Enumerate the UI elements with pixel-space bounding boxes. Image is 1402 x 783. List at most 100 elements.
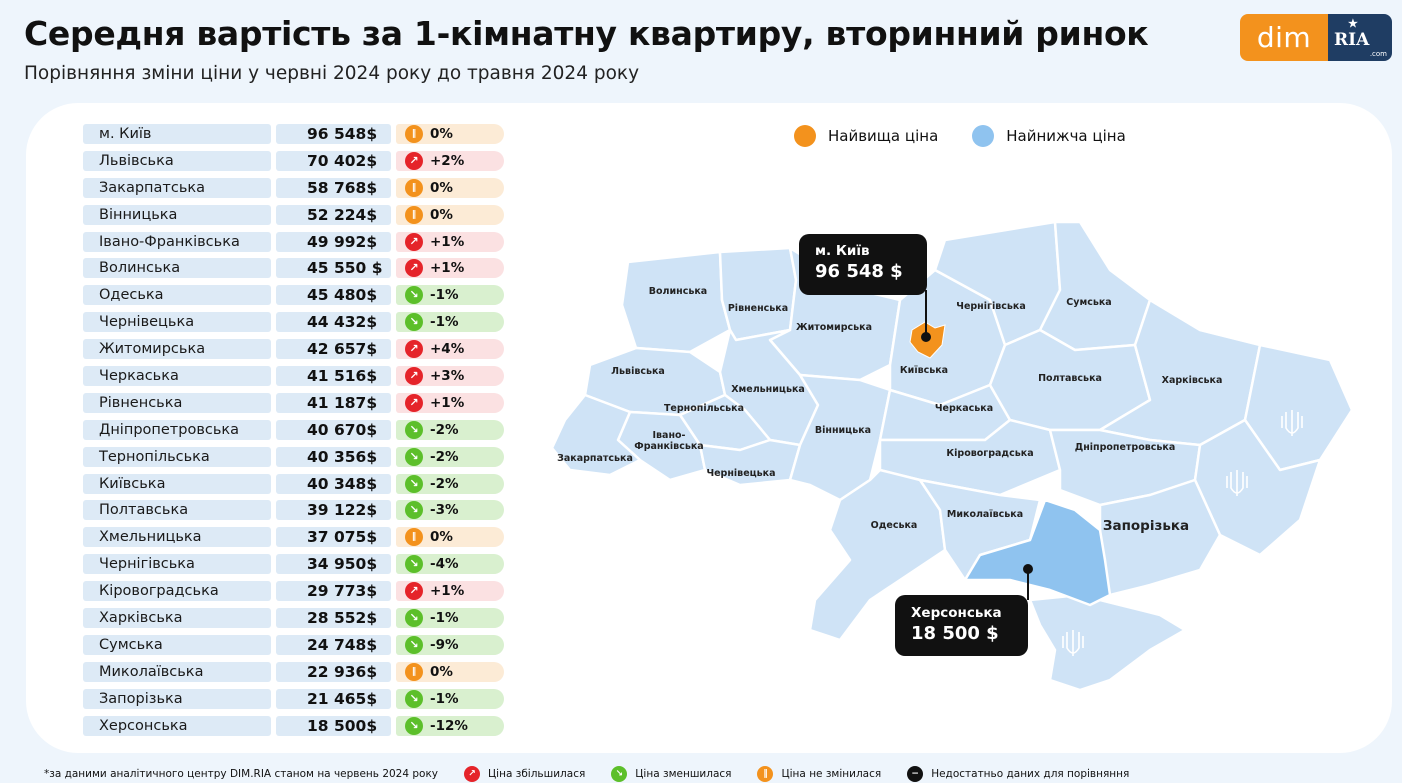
kyiv-callout-dot (921, 332, 931, 342)
trend-down-icon: ↘ (405, 447, 423, 466)
region-name: Івано-Франківська (83, 231, 271, 252)
map-label-odeska: Одеська (871, 520, 918, 531)
footer-legend-na: − Недостатньо даних для порівняння (907, 766, 1129, 782)
price-change-value: 0% (430, 529, 453, 546)
region-price: 39 122$ (276, 500, 391, 521)
region-name: Кіровоградська (83, 581, 271, 602)
footer-label-up: Ціна збільшилася (488, 768, 586, 780)
region-name: Херсонська (83, 715, 271, 736)
price-change-value: -2% (430, 448, 459, 465)
price-change: ‖ 0% (396, 204, 504, 225)
price-change-value: +1% (430, 583, 465, 600)
price-change-value: -9% (430, 636, 459, 653)
region-name: Рівненська (83, 392, 271, 413)
map-label-rivnenska: Рівненська (728, 303, 788, 314)
map-label-chernivetska: Чернівецька (706, 468, 775, 479)
price-change: ↗ +2% (396, 150, 504, 171)
map-label-ivano-1: Івано- (653, 430, 686, 441)
pause-icon: ‖ (757, 766, 774, 782)
table-row: Одеська 45 480$ ↘ -1% (83, 282, 505, 309)
region-price: 40 356$ (276, 446, 391, 467)
region-price: 34 950$ (276, 554, 391, 575)
trend-down-icon: ↘ (405, 286, 423, 305)
price-change: ↘ -1% (396, 688, 504, 709)
price-change-value: +1% (430, 394, 465, 411)
region-price: 18 500$ (276, 715, 391, 736)
table-row: Сумська 24 748$ ↘ -9% (83, 632, 505, 659)
footer-label-same: Ціна не змінилася (781, 768, 882, 780)
price-change-value: 0% (430, 206, 453, 223)
legend-label-highest: Найвища ціна (828, 127, 939, 145)
region-name: Хмельницька (83, 527, 271, 548)
price-change: ↘ -3% (396, 500, 504, 521)
map-label-ivano-2: Франківська (634, 441, 703, 452)
table-row: Чернівецька 44 432$ ↘ -1% (83, 309, 505, 336)
table-row: Черкаська 41 516$ ↗ +3% (83, 363, 505, 390)
price-change: ↘ -2% (396, 473, 504, 494)
price-change-value: -1% (430, 314, 459, 331)
price-change-value: 0% (430, 126, 453, 142)
table-row: Тернопільська 40 356$ ↘ -2% (83, 444, 505, 471)
price-change: ↗ +1% (396, 581, 504, 602)
price-change: ↘ -12% (396, 715, 504, 736)
region-price: 40 348$ (276, 473, 391, 494)
map-label-zaporizka: Запорізька (1103, 518, 1189, 534)
map-label-chernihivska: Чернігівська (956, 301, 1025, 312)
map-label-zhytomyrska: Житомирська (796, 322, 872, 333)
table-row: Дніпропетровська 40 670$ ↘ -2% (83, 417, 505, 444)
map-legend: Найвища ціна Найнижча ціна (794, 125, 1160, 147)
footer-legend-same: ‖ Ціна не змінилася (757, 766, 881, 782)
region-price: 29 773$ (276, 581, 391, 602)
price-change: ‖ 0% (396, 661, 504, 682)
region-name: Сумська (83, 634, 271, 655)
table-row: Волинська 45 550 $ ↗ +1% (83, 255, 505, 282)
region-name: Миколаївська (83, 661, 271, 682)
table-row: Закарпатська 58 768$ ‖ 0% (83, 175, 505, 202)
price-change: ‖ 0% (396, 177, 504, 198)
footer-label-down: Ціна зменшилася (635, 768, 732, 780)
price-change: ‖ 0% (396, 527, 504, 548)
region-name: Волинська (83, 258, 271, 279)
trend-down-icon: ↘ (405, 716, 423, 735)
table-row: Вінницька 52 224$ ‖ 0% (83, 202, 505, 229)
region-volynska (620, 250, 732, 354)
table-row: Полтавська 39 122$ ↘ -3% (83, 497, 505, 524)
map-label-kharkivska: Харківська (1162, 375, 1223, 386)
region-price: 70 402$ (276, 150, 391, 171)
region-rivnenska (718, 246, 798, 342)
legend-dot-highest (794, 125, 816, 147)
map-label-khmelnytska: Хмельницька (731, 384, 805, 395)
trend-same-icon: ‖ (405, 125, 423, 143)
price-change-value: +1% (430, 260, 465, 277)
region-name: Дніпропетровська (83, 419, 271, 440)
trend-same-icon: ‖ (405, 662, 423, 681)
region-price: 21 465$ (276, 688, 391, 709)
region-name: Черкаська (83, 366, 271, 387)
trend-down-icon: ↘ (405, 635, 423, 654)
table-row: м. Київ 96 548$ ‖ 0% (83, 121, 505, 148)
region-price: 28 552$ (276, 608, 391, 629)
price-change-value: -12% (430, 717, 468, 734)
region-price: 40 670$ (276, 419, 391, 440)
price-change-value: -4% (430, 556, 459, 573)
legend-dot-lowest (972, 125, 995, 147)
trend-down-icon: ↘ (405, 420, 423, 439)
price-change: ↗ +1% (396, 258, 504, 279)
price-change: ↗ +3% (396, 366, 504, 387)
footer-legend-down: ↘ Ціна зменшилася (611, 766, 731, 782)
dim-ria-logo: dim ★ RIA .com (1240, 14, 1392, 61)
table-row: Рівненська 41 187$ ↗ +1% (83, 390, 505, 417)
region-price: 24 748$ (276, 634, 391, 655)
ria-logo: ★ RIA .com (1328, 14, 1392, 61)
footer-label-na: Недостатньо даних для порівняння (931, 768, 1130, 780)
region-name: Київська (83, 473, 271, 494)
map-label-dnipropetrovska: Дніпропетровська (1075, 442, 1176, 453)
price-change-value: -1% (430, 610, 459, 627)
ria-logo-domain: .com (1369, 50, 1387, 58)
ria-star-icon: ★ (1348, 17, 1358, 30)
trend-down-icon: ↘ (405, 501, 423, 520)
callout-kyiv-name: м. Київ (815, 243, 870, 259)
region-price: 52 224$ (276, 204, 391, 225)
price-change: ↘ -2% (396, 446, 504, 467)
legend-item-highest: Найвища ціна (794, 125, 938, 147)
